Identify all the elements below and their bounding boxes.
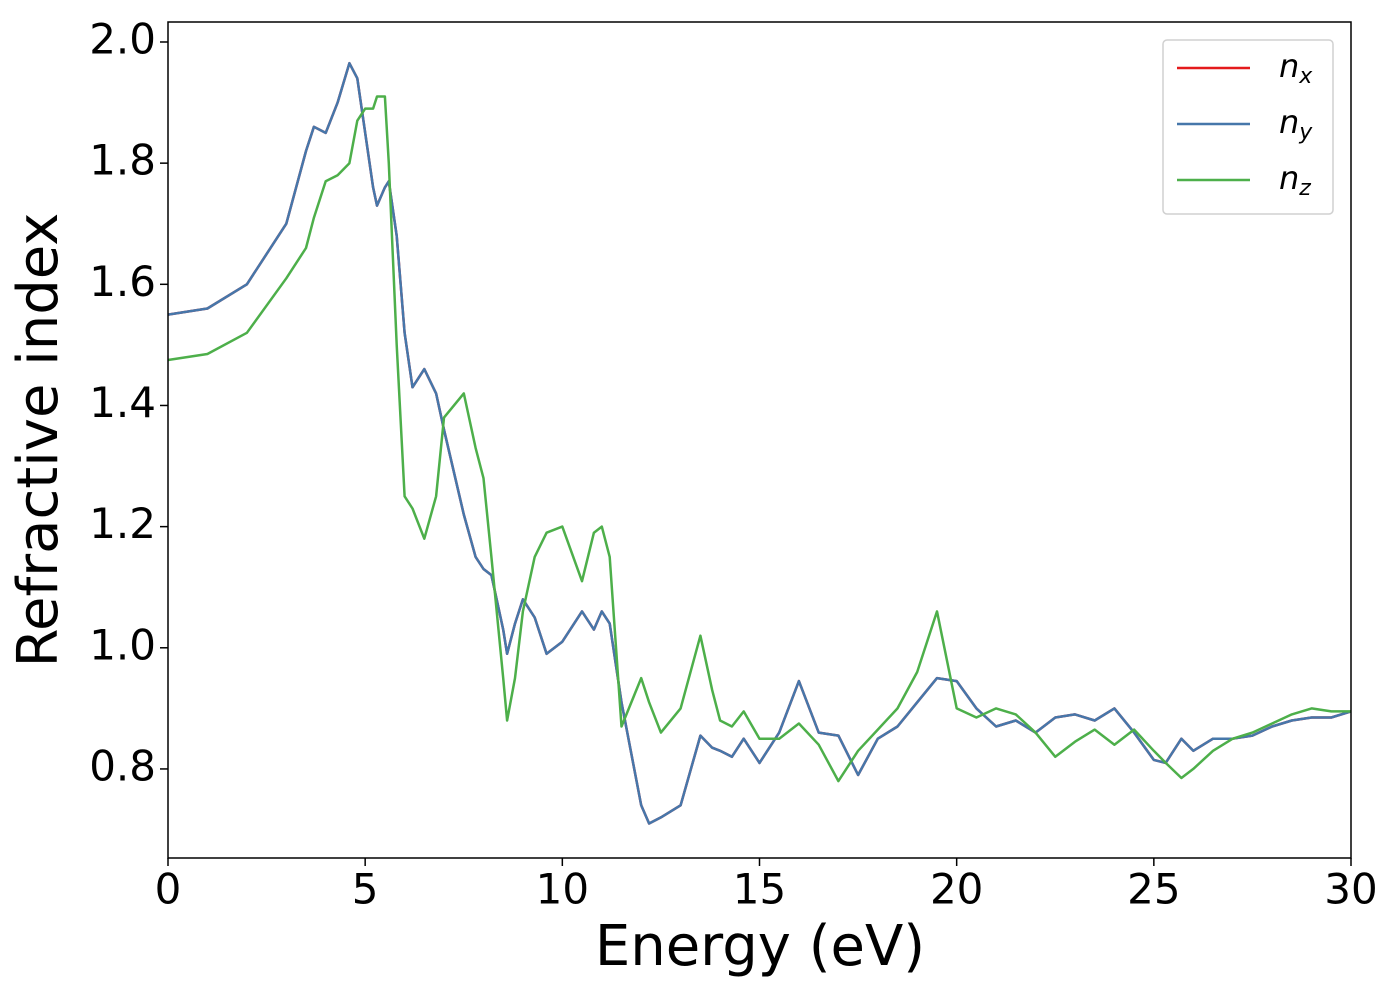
x-tick-label: 10 [536, 865, 589, 914]
line-series [167, 95, 1351, 783]
x-tick-label: 5 [352, 865, 379, 914]
legend-label: nx [1279, 47, 1313, 89]
y-axis-label: Refractive index [6, 213, 71, 668]
legend-label: nz [1279, 159, 1311, 201]
line-series [167, 61, 1352, 825]
plot-frame [167, 21, 1352, 859]
x-tick-label: 25 [1127, 865, 1180, 914]
x-axis-label: Energy (eV) [595, 914, 925, 979]
y-tick-label: 2.0 [89, 14, 156, 63]
y-tick-label: 0.8 [89, 741, 156, 790]
legend-label: ny [1279, 103, 1313, 145]
y-tick-label: 1.4 [89, 378, 156, 427]
y-tick-label: 1.2 [89, 499, 156, 548]
y-tick-label: 1.0 [89, 620, 156, 669]
y-tick-label: 1.8 [89, 136, 156, 185]
y-tick-label: 1.6 [89, 257, 156, 306]
legend-box [1162, 39, 1334, 215]
x-tick-label: 15 [733, 865, 786, 914]
x-tick-label: 20 [930, 865, 983, 914]
x-tick-label: 0 [155, 865, 182, 914]
x-tick-label: 30 [1324, 865, 1377, 914]
